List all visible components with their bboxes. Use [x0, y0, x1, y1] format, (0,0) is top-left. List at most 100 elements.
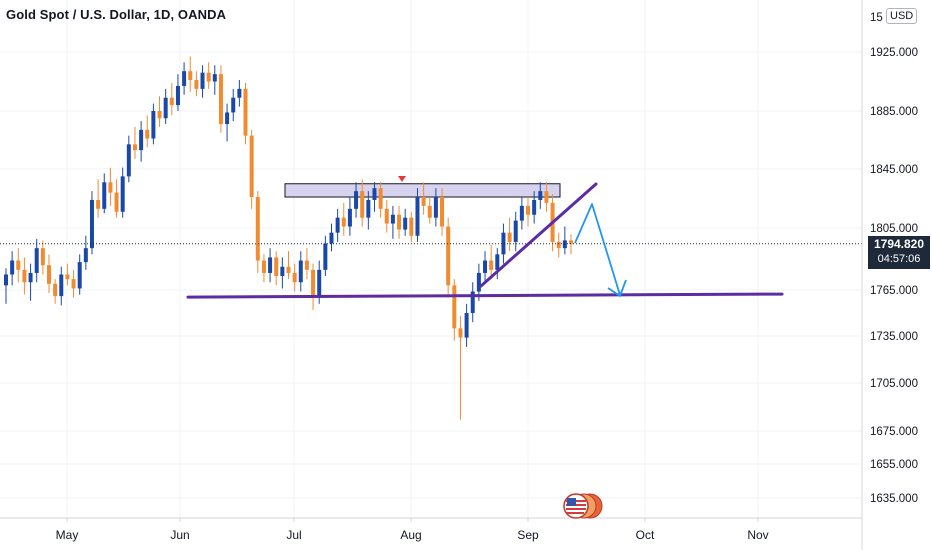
resistance-zone	[284, 183, 561, 198]
candle-body	[304, 260, 309, 270]
candle-body	[261, 260, 266, 273]
candle-body	[139, 129, 144, 151]
candle-body	[501, 232, 506, 255]
time-tick-label: May	[56, 528, 79, 542]
candle-body	[378, 188, 383, 209]
candle-body	[200, 72, 205, 89]
candle-body	[34, 248, 39, 273]
candle-body	[175, 85, 180, 106]
candle-body	[182, 71, 187, 86]
candles	[4, 56, 573, 420]
candle-body	[53, 283, 58, 297]
candle-body	[218, 74, 223, 125]
candle-body	[206, 72, 211, 82]
support-line	[186, 292, 784, 299]
candle-body	[335, 217, 340, 233]
candle-body	[526, 205, 531, 215]
candle-body	[22, 269, 27, 283]
time-tick-label: Sep	[517, 528, 539, 542]
candle-body	[464, 313, 469, 338]
candle-body	[28, 272, 33, 283]
candle-body	[212, 74, 217, 82]
us-flag-events-icon[interactable]	[560, 492, 604, 520]
candle-body	[10, 260, 15, 275]
candle-body	[298, 260, 303, 283]
candle-body	[458, 328, 463, 338]
candle-body	[421, 197, 426, 206]
time-axis[interactable]: May Jun Jul Aug Sep Oct Nov	[56, 518, 769, 542]
price-tick-label: 1805.000	[870, 223, 918, 235]
price-tick-label: 1705.000	[870, 378, 918, 390]
candle-body	[384, 208, 389, 224]
candle-body	[83, 248, 88, 263]
candle-body	[16, 260, 21, 270]
candle-body	[274, 257, 279, 277]
candle-body	[280, 266, 285, 277]
projection-path	[574, 203, 621, 296]
time-tick-label: Jul	[286, 528, 301, 542]
flag-badge-front	[563, 493, 589, 519]
candle-body	[40, 248, 45, 266]
drawing-layer	[284, 176, 561, 198]
candle-body	[360, 191, 365, 218]
price-tick-label: 1885.000	[870, 106, 918, 118]
price-tick-label: 1655.000	[870, 459, 918, 471]
candle-body	[132, 144, 137, 151]
candle-body	[415, 197, 420, 236]
candle-body	[120, 176, 125, 212]
alert-marker-icon	[398, 176, 406, 182]
grid	[0, 0, 862, 518]
candle-body	[108, 182, 113, 193]
drawing-layer-front	[0, 182, 862, 299]
candle-body	[440, 197, 445, 227]
rising-trendline	[479, 182, 598, 288]
last-price-tag: 1794.820 04:57:06	[868, 236, 930, 269]
price-tick-label: 1635.000	[870, 493, 918, 505]
time-tick-label: Aug	[400, 528, 421, 542]
candle-body	[483, 260, 488, 273]
price-tick-label: 15	[870, 12, 883, 24]
candle-body	[569, 240, 573, 244]
candle-body	[102, 182, 107, 209]
candle-body	[476, 272, 481, 292]
bar-countdown: 04:57:06	[877, 253, 921, 265]
candle-body	[286, 266, 291, 273]
candle-body	[347, 208, 352, 227]
candle-body	[126, 144, 131, 177]
candle-body	[237, 88, 242, 98]
price-axis[interactable]: 1925.000 1885.000 1845.000 1805.000 1765.000…	[870, 12, 918, 505]
candle-body	[532, 199, 537, 215]
candle-body	[427, 205, 432, 218]
candle-body	[163, 97, 168, 119]
candle-body	[194, 80, 199, 89]
last-price-value: 1794.820	[873, 237, 925, 251]
candle-body	[151, 111, 156, 139]
candle-body	[96, 199, 101, 209]
price-tick-label: 1925.000	[870, 47, 918, 59]
candle-body	[145, 129, 150, 139]
candle-body	[4, 274, 8, 286]
candle-body	[323, 243, 328, 270]
candle-body	[372, 188, 377, 200]
candle-body	[65, 274, 70, 280]
candle-body	[470, 291, 475, 313]
candle-body	[495, 254, 500, 270]
candle-body	[397, 214, 402, 230]
price-tick-label: 1735.000	[870, 331, 918, 343]
currency-selector[interactable]: USD	[886, 8, 918, 24]
price-tick-label: 1765.000	[870, 285, 918, 297]
candle-body	[157, 111, 162, 119]
price-tick-label: 1845.000	[870, 164, 918, 176]
candle-body	[507, 232, 512, 242]
candle-body	[255, 197, 260, 261]
candle-body	[114, 192, 119, 212]
candle-body	[46, 265, 51, 284]
time-tick-label: Nov	[747, 528, 768, 542]
candle-body	[225, 112, 230, 125]
candle-body	[89, 199, 94, 249]
candle-body	[59, 274, 64, 297]
candle-body	[354, 191, 359, 209]
candle-body	[519, 205, 524, 221]
candle-body	[433, 197, 438, 218]
